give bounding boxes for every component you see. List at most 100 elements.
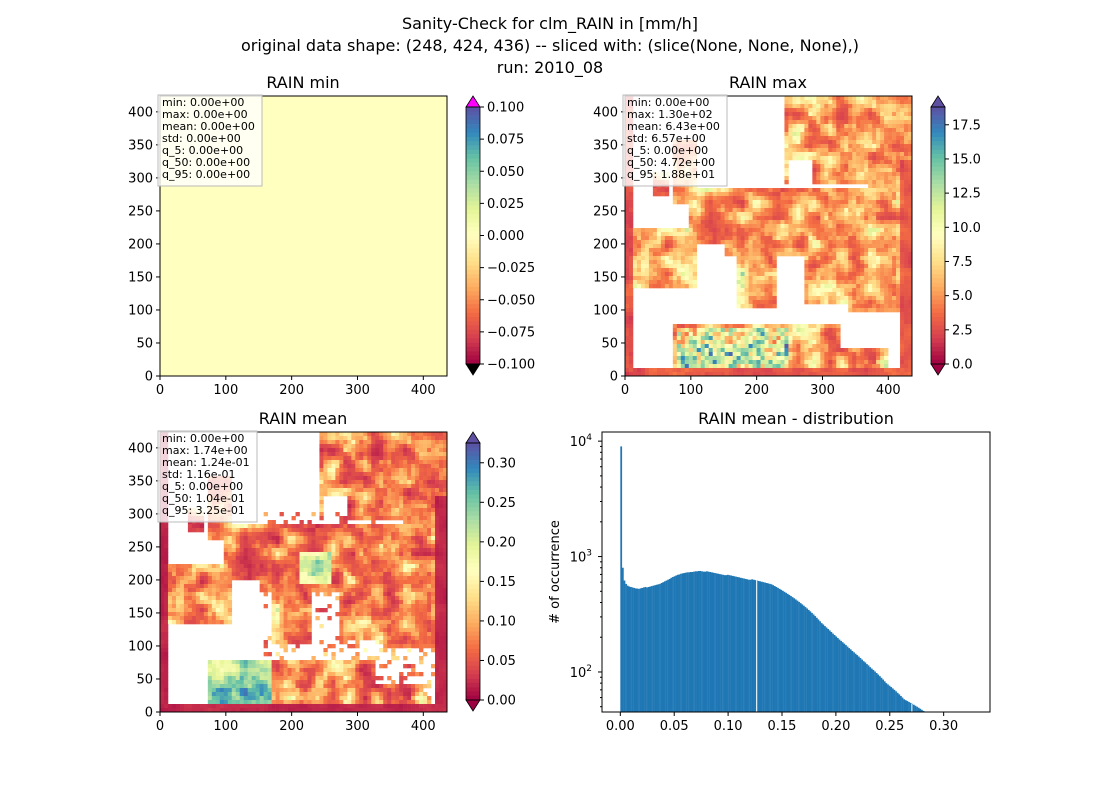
heatmap-cell	[179, 296, 185, 301]
heatmap-cell	[371, 216, 376, 221]
heatmap-cell	[367, 172, 372, 177]
heatmap-cell	[195, 248, 201, 253]
heatmap-cell	[415, 140, 420, 145]
heatmap-cell	[315, 292, 320, 297]
heatmap-cell	[171, 328, 177, 333]
heatmap-cell	[239, 284, 245, 289]
heatmap-cell	[295, 232, 300, 237]
heatmap-cell	[267, 128, 272, 133]
heatmap-cell	[407, 308, 412, 313]
heatmap-cell	[375, 224, 380, 229]
heatmap-cell	[255, 196, 260, 201]
heatmap-cell	[375, 292, 380, 297]
heatmap-cell	[439, 216, 444, 221]
heatmap-cell	[219, 368, 225, 373]
heatmap-cell	[335, 192, 340, 197]
heatmap-cell	[231, 232, 237, 237]
heatmap-cell	[255, 268, 260, 273]
heatmap-cell	[303, 156, 308, 161]
heatmap-cell	[287, 112, 292, 117]
heatmap-cell	[263, 240, 268, 245]
heatmap-cell	[431, 316, 436, 321]
heatmap-cell	[207, 316, 213, 321]
heatmap-cell	[363, 256, 368, 261]
heatmap-cell	[259, 256, 264, 261]
heatmap-cell	[431, 116, 436, 121]
heatmap-cell	[339, 200, 344, 205]
heatmap-cell	[439, 228, 444, 233]
heatmap-cell	[359, 240, 364, 245]
heatmap-cell	[307, 212, 312, 217]
heatmap-cell	[259, 232, 264, 237]
heatmap-cell	[279, 200, 284, 205]
heatmap-cell	[291, 320, 296, 325]
heatmap-cell	[347, 200, 352, 205]
heatmap-cell	[295, 276, 300, 281]
heatmap-cell	[175, 292, 181, 297]
heatmap-cell	[263, 296, 268, 301]
heatmap-cell	[359, 192, 364, 197]
heatmap-cell	[435, 112, 440, 117]
heatmap-cell	[299, 208, 304, 213]
heatmap-cell	[243, 316, 248, 321]
heatmap-cell	[415, 336, 420, 341]
heatmap-cell	[271, 180, 276, 185]
heatmap-cell	[379, 244, 384, 249]
heatmap-cell	[215, 304, 221, 309]
heatmap-cell	[407, 96, 412, 101]
heatmap-cell	[327, 164, 332, 169]
heatmap-cell	[279, 276, 284, 281]
heatmap-cell	[267, 152, 272, 157]
heatmap-cell	[219, 364, 225, 369]
heatmap-cell	[379, 124, 384, 129]
heatmap-cell	[187, 372, 193, 377]
heatmap-cell	[407, 104, 412, 109]
heatmap-cell	[375, 144, 380, 149]
heatmap-cell	[383, 120, 388, 125]
heatmap-cell	[323, 344, 328, 349]
heatmap-cell	[295, 204, 300, 209]
heatmap-cell	[419, 300, 424, 305]
heatmap-cell	[383, 328, 388, 333]
heatmap-cell	[199, 320, 205, 325]
heatmap-cell	[303, 200, 308, 205]
heatmap-cell	[323, 272, 328, 277]
heatmap-cell	[379, 240, 384, 245]
heatmap-cell	[411, 184, 416, 189]
heatmap-cell	[263, 308, 268, 313]
heatmap-cell	[191, 216, 197, 221]
heatmap-cell	[287, 276, 292, 281]
heatmap-cell	[359, 108, 364, 113]
heatmap-cell	[299, 160, 304, 165]
heatmap-cell	[299, 148, 304, 153]
heatmap-cell	[411, 192, 416, 197]
heatmap-cell	[375, 252, 380, 257]
heatmap-cell	[295, 144, 300, 149]
heatmap-cell	[271, 120, 276, 125]
heatmap-cell	[287, 200, 292, 205]
heatmap-cell	[403, 180, 408, 185]
heatmap-cell	[379, 312, 384, 317]
heatmap-cell	[339, 232, 344, 237]
heatmap-cell	[287, 336, 292, 341]
heatmap-cell	[211, 300, 217, 305]
heatmap-cell	[283, 112, 288, 117]
heatmap-cell	[367, 360, 372, 365]
heatmap-cell	[160, 292, 165, 297]
heatmap-cell	[315, 116, 320, 121]
heatmap-cell	[287, 116, 292, 121]
heatmap-cell	[395, 96, 400, 101]
heatmap-cell	[215, 276, 221, 281]
heatmap-cell	[267, 340, 272, 345]
heatmap-cell	[255, 352, 260, 357]
heatmap-cell	[195, 224, 201, 229]
heatmap-cell	[271, 264, 276, 269]
heatmap-cell	[383, 336, 388, 341]
heatmap-cell	[271, 192, 276, 197]
heatmap-cell	[171, 352, 177, 357]
heatmap-cell	[160, 312, 165, 317]
heatmap-cell	[443, 164, 448, 169]
heatmap-cell	[319, 360, 324, 365]
heatmap-cell	[359, 128, 364, 133]
heatmap-cell	[307, 100, 312, 105]
